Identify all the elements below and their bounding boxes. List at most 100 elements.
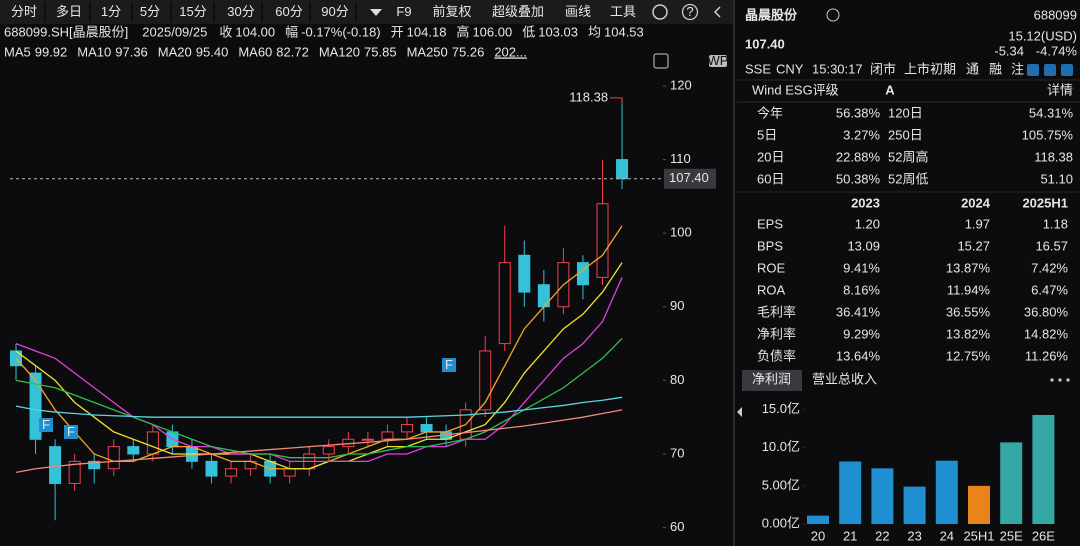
more-icon[interactable]	[1050, 378, 1070, 382]
fin-label: BPS	[757, 238, 783, 253]
fin-value: 36.55%	[946, 304, 991, 319]
ma-line	[15, 409, 623, 474]
toolbar-button[interactable]: F9	[396, 4, 411, 19]
ma-line	[15, 337, 623, 459]
x-tick-label: 20	[811, 528, 825, 543]
toolbar-button[interactable]: 前复权	[432, 4, 471, 19]
bar	[839, 461, 862, 524]
candle-body	[68, 460, 81, 484]
candle-body	[537, 284, 550, 308]
toolbar-button[interactable]: 多日	[56, 4, 82, 19]
bar	[1000, 442, 1023, 524]
legend-name: MA120	[319, 44, 360, 59]
x-tick-label: 21	[843, 528, 857, 543]
fin-year: 2024	[961, 195, 991, 210]
tab[interactable]: 营业总收入	[812, 371, 877, 386]
wp-badge[interactable]	[709, 55, 727, 67]
fin-value: 13.09	[847, 238, 880, 253]
field-label: 开	[391, 24, 404, 39]
toolbar-button[interactable]: 15分	[179, 4, 206, 19]
toolbar-button[interactable]: 90分	[321, 4, 348, 19]
toolbar-button[interactable]: 分时	[11, 4, 37, 19]
x-tick-label: 22	[875, 528, 889, 543]
fin-year: 2025H1	[1022, 195, 1068, 210]
stat-value: 51.10	[1040, 171, 1073, 186]
fin-value: 13.87%	[946, 260, 991, 275]
y-tick-label: 5.00亿	[762, 477, 800, 492]
help-icon[interactable]	[681, 3, 699, 21]
fin-value: 1.18	[1043, 216, 1068, 231]
toolbar-button[interactable]: 超级叠加	[492, 4, 544, 19]
collapse-icon[interactable]	[713, 6, 721, 18]
badge-text: F	[67, 424, 75, 439]
candle-body	[127, 446, 140, 455]
y-tick-label: 90	[670, 298, 684, 313]
candle-body	[88, 460, 101, 470]
stat-value: 105.75%	[1022, 127, 1074, 142]
legend-value: 75.85	[364, 44, 397, 59]
stat-label: 今年	[757, 105, 783, 120]
x-tick-label: 25H1	[963, 528, 994, 543]
fin-value: 15.27	[957, 238, 990, 253]
prev-icon[interactable]	[737, 407, 742, 417]
y-tick-label: 120	[670, 77, 692, 92]
badge[interactable]	[442, 358, 456, 372]
y-tick-label: 15.0亿	[762, 401, 800, 416]
mask	[733, 24, 735, 64]
field-value: -0.17%(-0.18)	[301, 24, 380, 39]
candle-body	[205, 460, 218, 477]
quote-meta: 通	[966, 61, 979, 76]
tab[interactable]: 净利润	[752, 371, 791, 386]
field-value: 103.03	[538, 24, 578, 39]
tool-icon[interactable]	[1044, 64, 1056, 76]
fin-value: 13.64%	[836, 348, 881, 363]
candle-body	[498, 262, 511, 345]
tool-icon[interactable]	[1027, 64, 1039, 76]
badge[interactable]	[39, 418, 53, 432]
tool-icon[interactable]	[1061, 64, 1073, 76]
fin-value: 36.80%	[1024, 304, 1069, 319]
fin-value: 1.97	[965, 216, 990, 231]
candle-body	[361, 438, 374, 441]
esg-rating: A	[885, 82, 895, 97]
candle-body	[616, 159, 629, 180]
toolbar-icons	[642, 0, 733, 24]
info-icon[interactable]	[826, 8, 840, 22]
last-price-box	[664, 168, 716, 189]
quote-meta: 融	[989, 61, 1002, 76]
legend-value: 82.72	[276, 44, 309, 59]
fin-value: 13.82%	[946, 326, 991, 341]
field-label: 幅	[285, 24, 298, 39]
toolbar-button[interactable]: 画线	[565, 4, 591, 19]
fin-value: 8.16%	[843, 282, 880, 297]
toolbar-button[interactable]: 1分	[101, 4, 121, 19]
field-value: 106.00	[472, 24, 512, 39]
ma-line	[15, 396, 623, 418]
badge[interactable]	[64, 425, 78, 439]
y-tick-label: 10.0亿	[762, 439, 800, 454]
high-label: 118.38	[569, 89, 608, 104]
quote-meta: 注	[1011, 61, 1024, 76]
x-tick-label: 26E	[1032, 528, 1055, 543]
price-usd: 15.12(USD)	[1008, 28, 1077, 43]
stat-label: 20日	[757, 149, 784, 164]
y-tick-label: 110	[670, 151, 691, 166]
fin-label: 毛利率	[757, 304, 796, 319]
candle-body	[596, 203, 609, 278]
field-value: 104.53	[604, 24, 644, 39]
esg-link[interactable]: 详情	[1047, 82, 1073, 97]
esg-label: Wind ESG评级	[752, 82, 839, 97]
toolbar-button[interactable]: 60分	[275, 4, 302, 19]
candle-body	[283, 468, 296, 477]
fin-label: EPS	[757, 216, 783, 231]
toolbar-button[interactable]: 5分	[140, 4, 160, 19]
candle-body	[225, 468, 238, 477]
field-label: 低	[522, 24, 535, 39]
dropdown-icon[interactable]	[370, 9, 382, 16]
toolbar-button[interactable]: 工具	[610, 4, 636, 19]
candle-body	[479, 350, 492, 411]
lock-icon[interactable]	[653, 53, 669, 69]
toolbar-button[interactable]: 30分	[227, 4, 254, 19]
settings-icon[interactable]	[652, 4, 668, 20]
